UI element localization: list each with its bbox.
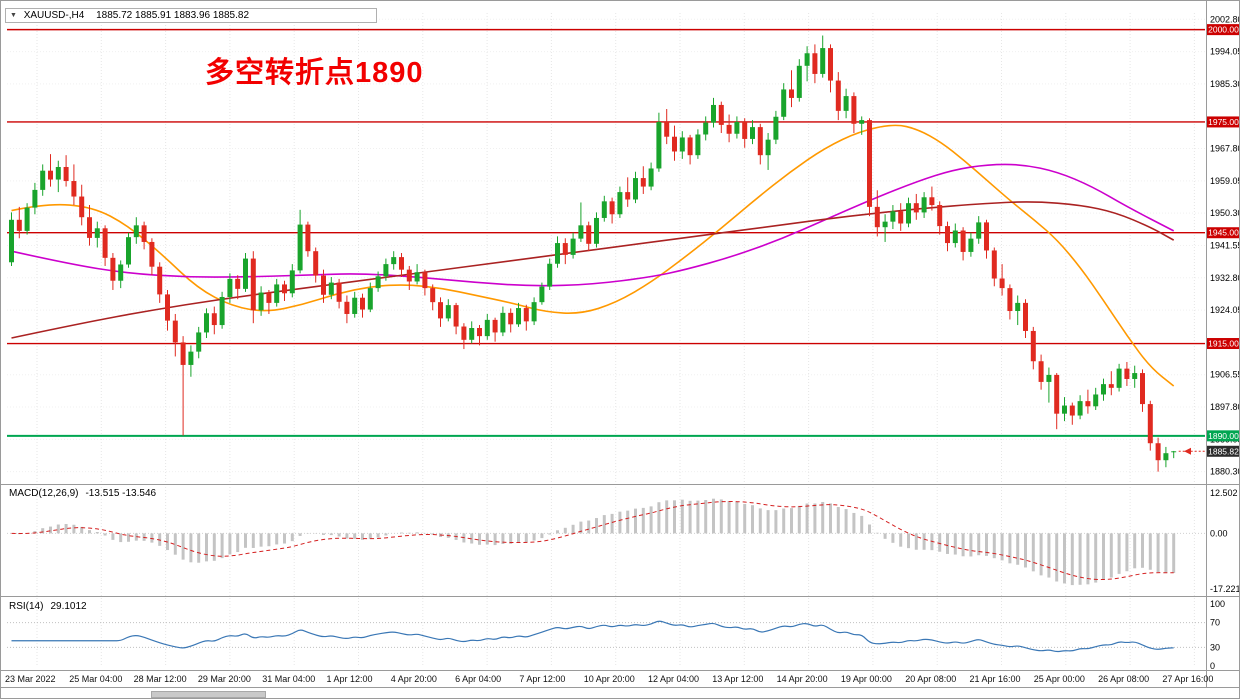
collapse-arrow-icon[interactable]: ▼ — [10, 12, 17, 19]
macd-indicator-label: MACD(12,26,9) -13.515 -13.546 — [9, 488, 156, 499]
price-tick-label: 1967.80 — [1210, 144, 1240, 154]
ohlc-values: 1885.72 1885.91 1883.96 1885.82 — [96, 10, 250, 21]
ma-line-mid-magenta — [11, 163, 1175, 287]
time-label: 7 Apr 12:00 — [519, 674, 565, 684]
current-price-marker — [1184, 447, 1191, 455]
ma-line-slow-darkred — [11, 201, 1175, 339]
rsi-tick-label: 100 — [1210, 599, 1225, 609]
price-badge-text: 1890.00 — [1208, 431, 1239, 441]
current-price-badge — [1207, 445, 1239, 457]
price-tick-label: 1941.55 — [1210, 240, 1240, 250]
price-badge-text: 1945.00 — [1208, 228, 1239, 238]
time-label: 1 Apr 12:00 — [327, 674, 373, 684]
price-scale[interactable]: 2002.80 1994.05 1985.30 1967.80 1959.05 1950.… — [1207, 14, 1240, 671]
candles — [9, 35, 1177, 472]
time-label: 10 Apr 20:00 — [584, 674, 635, 684]
time-label: 29 Mar 20:00 — [198, 674, 251, 684]
time-label: 25 Mar 04:00 — [69, 674, 122, 684]
macd-tick-label: -17.221 — [1210, 584, 1240, 594]
rsi-tick-label: 70 — [1210, 618, 1220, 628]
price-tick-label: 1880.30 — [1210, 467, 1240, 477]
price-tick-label: 1897.80 — [1210, 402, 1240, 412]
rsi-tick-label: 0 — [1210, 661, 1215, 671]
grid — [7, 13, 1205, 666]
price-badge-2000.00 — [1207, 24, 1239, 36]
rsi-line — [11, 620, 1174, 653]
rsi-tick-label: 30 — [1210, 642, 1220, 652]
chart-annotation-text: 多空转折点1890 — [205, 57, 424, 89]
price-badge-text: 1975.00 — [1208, 117, 1239, 127]
price-tick-label: 1906.55 — [1210, 370, 1240, 380]
time-label: 23 Mar 2022 — [5, 674, 56, 684]
time-label: 20 Apr 08:00 — [905, 674, 956, 684]
price-tick-label: 1924.05 — [1210, 305, 1240, 315]
macd-tick-label: 12.502 — [1210, 488, 1238, 498]
price-badge-text: 1915.00 — [1208, 339, 1239, 349]
time-label: 6 Apr 04:00 — [455, 674, 501, 684]
price-badge-text: 2000.00 — [1208, 25, 1239, 35]
price-tick-label: 1985.30 — [1210, 79, 1240, 89]
symbol-info-bar[interactable]: ▼ XAUUSD-,H4 1885.72 1885.91 1883.96 188… — [5, 8, 377, 23]
scrollbar-thumb[interactable] — [151, 691, 266, 698]
time-label: 12 Apr 04:00 — [648, 674, 699, 684]
time-label: 4 Apr 20:00 — [391, 674, 437, 684]
price-badge-1915.00 — [1207, 338, 1239, 350]
macd-signal-line — [11, 501, 1174, 580]
macd-tick-label: 0.00 — [1210, 528, 1228, 538]
symbol-timeframe-label: XAUUSD-,H4 — [23, 10, 85, 21]
price-badge-1945.00 — [1207, 227, 1239, 239]
price-tick-label: 2002.80 — [1210, 14, 1240, 24]
horizontal-levels — [7, 28, 1205, 437]
price-badge-1975.00 — [1207, 116, 1239, 128]
price-tick-label: 1932.80 — [1210, 273, 1240, 283]
price-tick-label: 1950.30 — [1210, 208, 1240, 218]
price-tick-label: 1994.05 — [1210, 47, 1240, 57]
time-label: 27 Apr 16:00 — [1162, 674, 1213, 684]
time-label: 19 Apr 00:00 — [841, 674, 892, 684]
price-badge-1890.00 — [1207, 430, 1239, 442]
time-label: 21 Apr 16:00 — [970, 674, 1021, 684]
macd-name: MACD(12,26,9) — [9, 488, 79, 499]
time-label: 13 Apr 12:00 — [712, 674, 763, 684]
time-label: 31 Mar 04:00 — [262, 674, 315, 684]
price-tick-label: 1959.05 — [1210, 176, 1240, 186]
rsi-value: 29.1012 — [50, 601, 87, 612]
time-label: 26 Apr 08:00 — [1098, 674, 1149, 684]
macd-values: -13.515 -13.546 — [85, 488, 157, 499]
horizontal-scrollbar[interactable] — [1, 690, 1239, 698]
ma-line-fast-orange — [11, 124, 1175, 387]
current-price-badge-text: 1885.82 — [1208, 446, 1239, 456]
time-axis[interactable]: 23 Mar 2022 25 Mar 04:00 28 Mar 12:00 29 Ma… — [5, 674, 1213, 684]
time-label: 28 Mar 12:00 — [134, 674, 187, 684]
time-label: 25 Apr 00:00 — [1034, 674, 1085, 684]
rsi-name: RSI(14) — [9, 601, 44, 612]
time-label: 14 Apr 20:00 — [777, 674, 828, 684]
rsi-indicator-label: RSI(14) 29.1012 — [9, 601, 87, 612]
macd-histogram — [17, 498, 1176, 586]
